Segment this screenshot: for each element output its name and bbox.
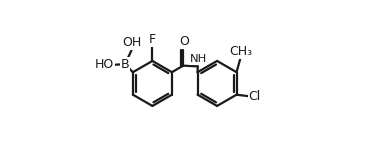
Text: OH: OH xyxy=(123,36,142,49)
Text: F: F xyxy=(149,33,156,46)
Text: HO: HO xyxy=(94,58,114,71)
Text: O: O xyxy=(179,35,189,48)
Text: Cl: Cl xyxy=(249,90,261,103)
Text: B: B xyxy=(121,58,129,71)
Text: CH₃: CH₃ xyxy=(229,45,252,58)
Text: NH: NH xyxy=(190,54,207,64)
